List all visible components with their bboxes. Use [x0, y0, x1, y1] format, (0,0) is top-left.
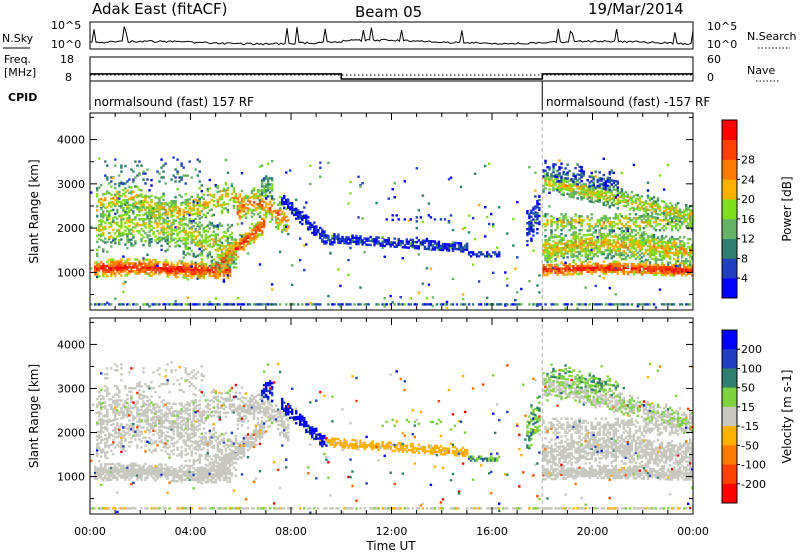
- velocity-heatmap-data: [90, 318, 694, 514]
- colorbar-swatch: [722, 199, 737, 220]
- colorbar-swatch: [722, 464, 737, 485]
- y-tick-label: 2000: [57, 222, 85, 235]
- noise-left-label: N.Sky: [2, 32, 34, 45]
- time-tick-label: 00:00: [74, 525, 106, 538]
- noise-left-tick-top: 10^5: [51, 19, 81, 32]
- y-tick-label: 4000: [57, 134, 85, 147]
- colorbar-tick: -200: [741, 478, 766, 491]
- colorbar-tick: 8: [741, 252, 748, 265]
- colorbar-tick: 100: [741, 362, 762, 375]
- colorbar-tick: 20: [741, 193, 755, 206]
- y-tick-label: 1000: [57, 471, 85, 484]
- noise-panel: N.Sky 10^5 10^0 10^5 10^0 N.Search: [2, 19, 797, 51]
- colorbar-swatch: [722, 426, 737, 446]
- colorbar-swatch: [722, 179, 737, 200]
- time-tick-label: 00:00: [677, 525, 709, 538]
- freq-tick-bottom: 8: [65, 71, 72, 84]
- colorbar-tick: -15: [741, 420, 759, 433]
- noise-panel-frame: [89, 21, 694, 50]
- colorbar-tick: 200: [741, 343, 762, 356]
- colorbar-swatch: [722, 278, 737, 299]
- noise-right-tick-bottom: 10^0: [707, 38, 737, 51]
- colorbar-swatch: [722, 330, 737, 350]
- cpid-segment-1: normalsound (fast) 157 RF: [94, 95, 254, 109]
- colorbar-swatch: [722, 139, 737, 160]
- freq-trace: [90, 73, 693, 80]
- colorbar-tick: 16: [741, 213, 755, 226]
- colorbar-swatch: [722, 120, 737, 141]
- freq-panel-frame: [89, 56, 694, 82]
- colorbar-tick: 15: [741, 401, 755, 414]
- noise-trace: [89, 26, 694, 46]
- beam-title: Beam 05: [355, 3, 422, 21]
- colorbar-tick: 12: [741, 233, 755, 246]
- colorbar-swatch: [722, 258, 737, 279]
- time-axis: 00:00 04:00 08:00 12:00 16:00 20:00 00:00: [74, 113, 709, 538]
- power-heatmap-data: [90, 113, 694, 310]
- colorbar-swatch: [722, 238, 737, 259]
- colorbar-swatch: [722, 387, 737, 408]
- power-panel: 1000 2000 3000 4000 Slant Range [km]: [27, 112, 694, 311]
- colorbar-tick: 50: [741, 382, 755, 395]
- noise-right-label: N.Search: [747, 30, 797, 43]
- time-axis-label: Time UT: [365, 539, 416, 553]
- noise-left-tick-bottom: 10^0: [51, 38, 81, 51]
- colorbar-swatch: [722, 159, 737, 180]
- nave-label: Nave: [747, 64, 775, 77]
- power-colorbar: 4 8 12 16 20 24 28 Power [dB]: [721, 119, 794, 299]
- velocity-colorbar: 200 100 50 15 -15 -50 -100 -200 Velocity [m s-1]: [721, 329, 794, 504]
- colorbar-tick: 24: [741, 173, 755, 186]
- date-title: 19/Mar/2014: [588, 0, 684, 18]
- power-ylabel: Slant Range [km]: [27, 159, 41, 263]
- velocity-axes: 1000 2000 3000 4000: [57, 321, 693, 500]
- cpid-row: CPID normalsound (fast) 157 RF normalsou…: [8, 81, 710, 110]
- colorbar-swatch: [722, 445, 737, 465]
- freq-panel: Freq. [MHz] 18 8 60 0 Nave: [4, 53, 780, 84]
- freq-label-2: [MHz]: [4, 66, 36, 79]
- time-tick-label: 04:00: [175, 525, 207, 538]
- power-axes: 1000 2000 3000 4000: [57, 116, 693, 296]
- y-tick-label: 4000: [57, 338, 85, 351]
- station-title: Adak East (fitACF): [92, 0, 227, 18]
- y-tick-label: 1000: [57, 266, 85, 279]
- nave-tick-bottom: 0: [707, 71, 714, 84]
- colorbar-swatch: [722, 349, 737, 369]
- velocity-panel-frame: [89, 317, 694, 515]
- nave-tick-top: 60: [707, 53, 721, 66]
- y-tick-label: 3000: [57, 382, 85, 395]
- colorbar-swatch: [722, 406, 737, 427]
- power-colorbar-label: Power [dB]: [780, 176, 794, 241]
- colorbar-tick: 4: [741, 272, 748, 285]
- velocity-panel: 1000 2000 3000 4000 Slant Range [km]: [27, 317, 694, 515]
- colorbar-tick: 28: [741, 154, 755, 167]
- freq-tick-top: 18: [60, 53, 74, 66]
- colorbar-tick: -50: [741, 439, 759, 452]
- time-tick-label: 08:00: [275, 525, 307, 538]
- colorbar-swatch: [722, 218, 737, 239]
- time-tick-label: 12:00: [376, 525, 408, 538]
- noise-right-tick-top: 10^5: [707, 20, 737, 33]
- velocity-colorbar-label: Velocity [m s-1]: [780, 370, 794, 464]
- cpid-segment-2: normalsound (fast) -157 RF: [546, 95, 710, 109]
- freq-label-1: Freq.: [4, 53, 31, 66]
- y-tick-label: 3000: [57, 178, 85, 191]
- colorbar-tick: -100: [741, 459, 766, 472]
- cpid-label: CPID: [8, 91, 37, 104]
- colorbar-swatch: [722, 483, 737, 504]
- velocity-ylabel: Slant Range [km]: [27, 364, 41, 468]
- colorbar-swatch: [722, 368, 737, 388]
- time-tick-label: 16:00: [476, 525, 508, 538]
- y-tick-label: 2000: [57, 427, 85, 440]
- time-tick-label: 20:00: [577, 525, 609, 538]
